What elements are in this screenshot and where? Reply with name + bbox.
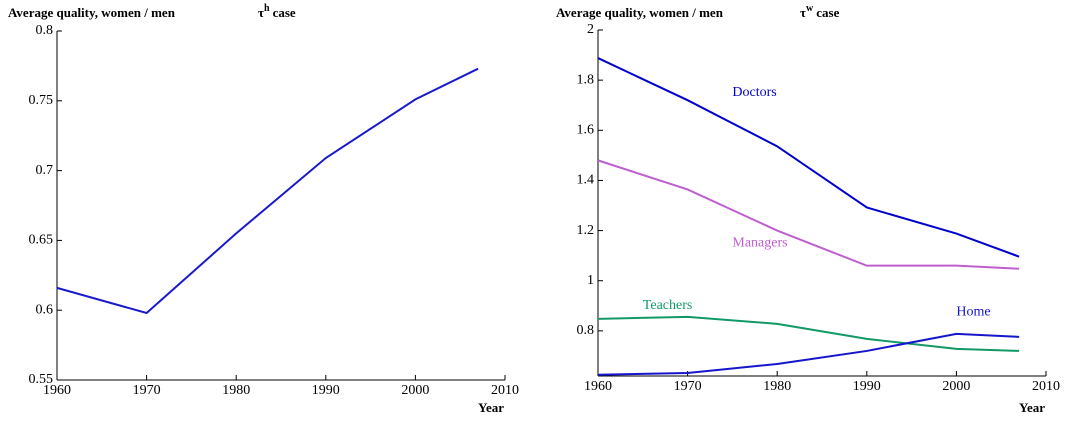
x-tick-label: 2010 bbox=[1032, 379, 1060, 394]
series-label: Home bbox=[956, 304, 990, 319]
x-tick-label: 1980 bbox=[222, 383, 250, 398]
title-symbol: τ bbox=[258, 5, 264, 20]
x-tick-label: 2000 bbox=[942, 379, 970, 394]
y-tick-label: 1.8 bbox=[577, 72, 595, 87]
y-axis-label: Average quality, women / men bbox=[556, 5, 724, 20]
series-label: Doctors bbox=[732, 85, 776, 100]
y-tick-label: 0.8 bbox=[577, 323, 595, 338]
x-tick-label: 1970 bbox=[133, 383, 161, 398]
data-line bbox=[56, 67, 479, 315]
data-line bbox=[597, 315, 1020, 352]
y-tick-label: 1.2 bbox=[577, 223, 595, 238]
y-tick-label: 2 bbox=[587, 22, 594, 37]
series-label: Teachers bbox=[643, 298, 693, 313]
x-tick-label: 1990 bbox=[853, 379, 881, 394]
x-tick-label: 1990 bbox=[312, 383, 340, 398]
data-line bbox=[597, 57, 1020, 258]
y-tick-label: 1 bbox=[587, 273, 594, 288]
data-line bbox=[597, 332, 1020, 376]
y-tick-label: 0.75 bbox=[29, 93, 54, 108]
x-tick-label: 1960 bbox=[584, 379, 612, 394]
y-tick-label: 1.4 bbox=[577, 173, 595, 188]
y-axis-label: Average quality, women / men bbox=[8, 5, 176, 20]
y-tick-label: 0.55 bbox=[29, 372, 54, 387]
series-label: Managers bbox=[732, 235, 787, 250]
data-line bbox=[597, 159, 1020, 270]
x-tick-label: 1980 bbox=[763, 379, 791, 394]
y-tick-label: 1.6 bbox=[577, 123, 595, 138]
chart-title: τh case bbox=[258, 3, 296, 20]
y-tick-label: 0.6 bbox=[36, 302, 54, 317]
x-tick-label: 1960 bbox=[43, 383, 71, 398]
chart-title: τw case bbox=[800, 3, 840, 20]
x-tick-label: 1970 bbox=[674, 379, 702, 394]
y-tick-label: 0.7 bbox=[36, 163, 54, 178]
title-symbol: τ bbox=[800, 5, 806, 20]
title-sup: h bbox=[264, 3, 270, 14]
title-text: case bbox=[816, 5, 839, 20]
y-tick-label: 0.8 bbox=[36, 23, 54, 38]
title-sup: w bbox=[806, 3, 814, 14]
title-text: case bbox=[273, 5, 296, 20]
y-tick-label: 0.65 bbox=[29, 233, 54, 248]
x-axis-label: Year bbox=[1019, 400, 1045, 415]
x-tick-label: 2000 bbox=[401, 383, 429, 398]
x-tick-label: 2010 bbox=[491, 383, 519, 398]
x-axis-label: Year bbox=[478, 400, 504, 415]
